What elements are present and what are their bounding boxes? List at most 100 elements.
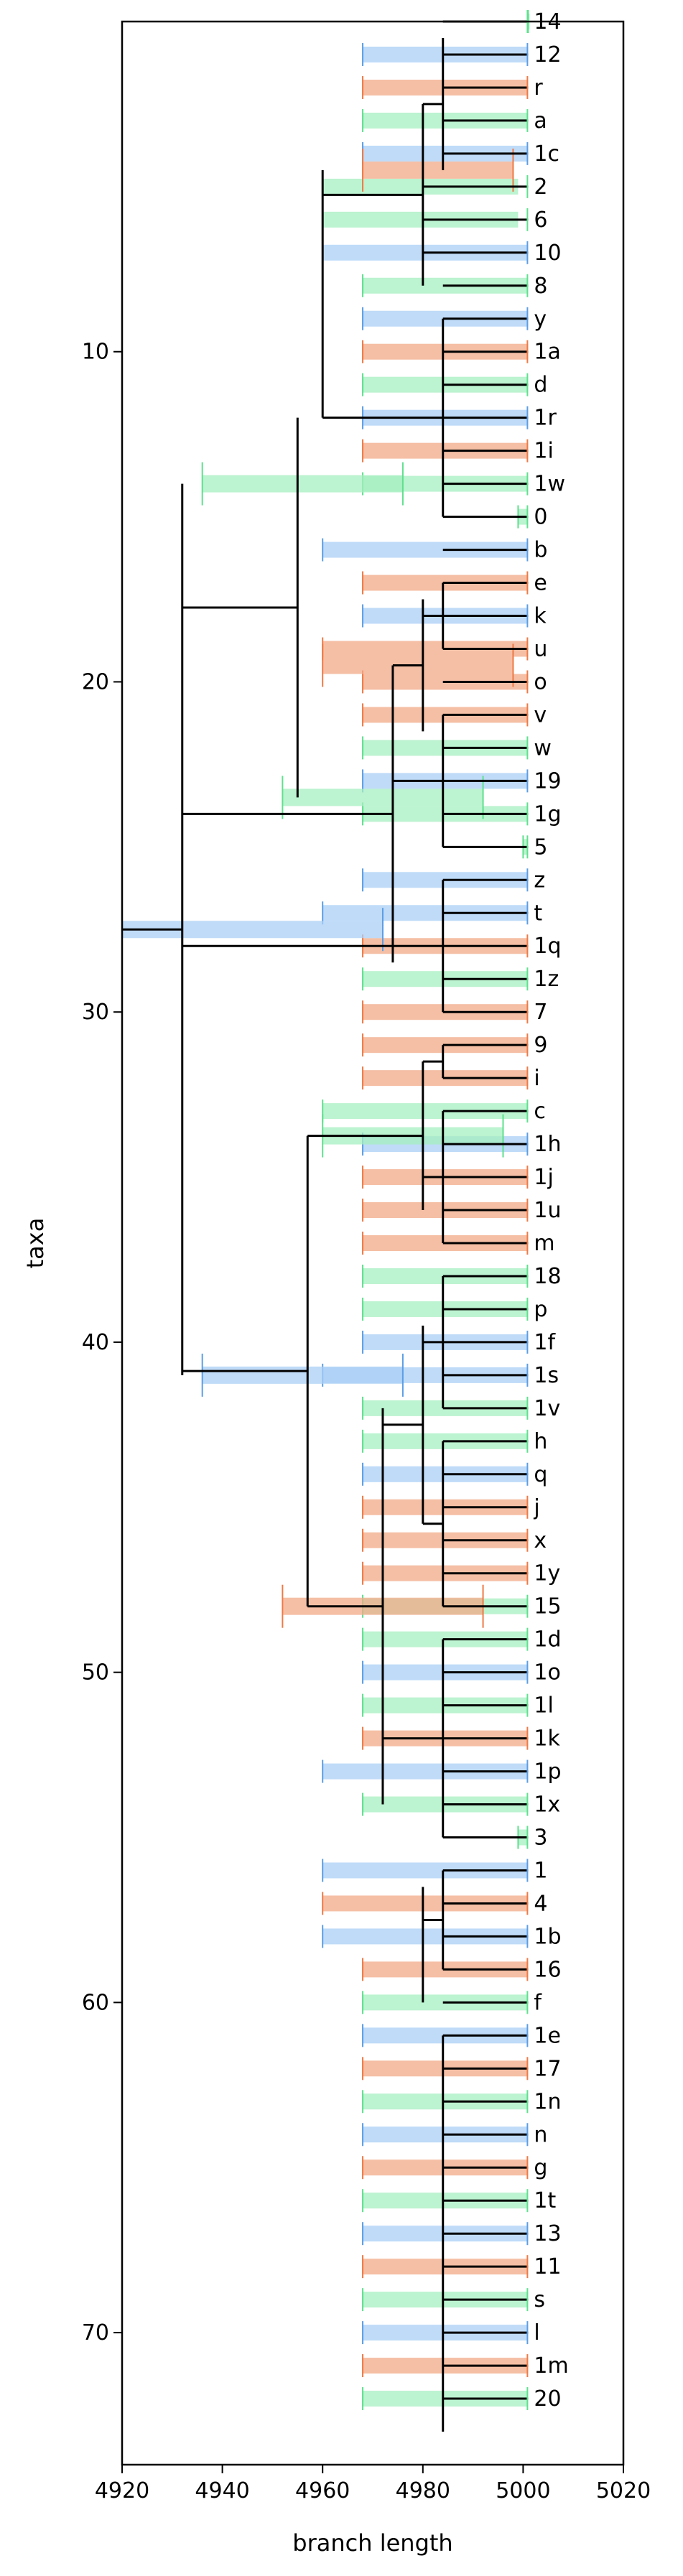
taxon-label: 16 [534,1957,561,1982]
taxon-label: 1f [534,1330,556,1355]
taxon-label: 5 [534,834,547,860]
taxon-label: g [534,2155,547,2180]
taxon-label: r [534,75,543,101]
taxon-label: 1r [534,406,557,431]
tree-branches-layer [122,20,529,2432]
taxon-label: 1t [534,2188,556,2213]
x-tick-label: 4920 [95,2478,149,2503]
taxon-label: s [534,2287,545,2312]
taxon-label: 1o [534,1660,560,1685]
taxon-label: 1a [534,340,560,365]
taxon-label: 8 [534,274,547,299]
taxon-label: x [534,1528,547,1553]
taxon-label: d [534,373,547,398]
taxon-label: 10 [534,241,561,266]
taxon-label: 7 [534,1000,547,1025]
tip-error-bar [322,1862,529,1879]
taxon-label: 0 [534,505,547,530]
taxon-label: 11 [534,2254,561,2279]
x-tick-label: 4940 [195,2478,249,2503]
taxon-label: 1e [534,2023,561,2048]
taxon-label: 17 [534,2056,561,2081]
taxon-label: 13 [534,2221,561,2246]
taxon-label: 1w [534,472,565,497]
taxon-label: w [534,735,552,761]
taxon-label: 19 [534,768,561,794]
node-error-bar [202,1366,403,1384]
taxon-label: u [534,636,547,661]
taxon-label: y [534,307,547,332]
taxon-label: 1s [534,1363,559,1388]
taxon-label: 1u [534,1198,561,1223]
taxon-label: i [534,1066,539,1091]
y-tick-label: 30 [82,1000,109,1025]
taxon-label: q [534,1462,547,1487]
x-tick-label: 4980 [396,2478,450,2503]
taxon-label: 1y [534,1561,560,1586]
taxon-label: t [534,901,542,926]
taxon-label: v [534,702,547,727]
taxon-label: 1d [534,1627,561,1652]
x-tick-label: 4960 [295,2478,350,2503]
taxon-label: h [534,1429,547,1454]
taxon-label: 1j [534,1165,553,1190]
taxon-label: b [534,538,547,563]
tip-error-bar [322,1928,529,1945]
taxon-label: 1x [534,1792,560,1818]
taxa-labels: 1412ra1c26108y1ad1r1i1w0bekuovw191g5zt1q… [533,9,568,2412]
x-tick-label: 5000 [496,2478,550,2503]
taxon-label: 1p [534,1759,561,1785]
taxon-label: 1m [534,2353,568,2379]
y-tick-label: 70 [82,2320,109,2345]
taxon-label: 1n [534,2089,561,2114]
taxon-label: p [534,1297,547,1322]
y-tick-label: 20 [82,669,109,694]
y-tick-label: 50 [82,1660,109,1685]
y-tick-label: 60 [82,1990,109,2015]
tip-error-bar [322,1763,529,1780]
y-axis-label: taxa [22,1218,49,1269]
taxon-label: 1 [534,1858,547,1883]
taxon-label: c [534,1099,546,1124]
tip-error-bar [322,211,519,228]
taxon-label: 1h [534,1132,561,1157]
taxon-label: 1b [534,1924,561,1949]
taxon-label: 18 [534,1264,561,1289]
taxon-label: n [534,2122,547,2147]
x-axis: 4920 4940 4960 4980 5000 5020 [95,2465,651,2503]
taxon-label: k [534,604,547,629]
x-tick-label: 5020 [596,2478,651,2503]
x-axis-label: branch length [292,2529,452,2557]
taxon-label: 6 [534,208,547,233]
taxon-label: 1l [534,1693,553,1719]
taxon-label: o [534,669,547,694]
taxon-label: 3 [534,1826,547,1851]
plot-frame [121,20,625,2466]
y-axis: 10 20 30 40 50 60 70 [82,340,122,2345]
taxon-label: 1k [534,1726,560,1752]
tip-error-bar [322,641,529,657]
tip-error-bar [322,1895,529,1912]
node-error-bar [202,475,403,493]
taxon-label: 15 [534,1594,561,1619]
taxon-label: z [534,868,545,893]
node-error-bar [363,161,514,179]
taxon-label: 14 [534,9,561,34]
tip-error-bar [322,905,529,921]
taxon-label: 1g [534,801,561,827]
taxon-label: 4 [534,1891,547,1916]
taxon-label: f [534,1990,542,2015]
taxon-label: 1c [534,141,559,167]
taxon-label: 1v [534,1396,560,1421]
taxon-label: m [534,1231,554,1256]
taxon-label: 2 [534,175,547,200]
tip-error-bar [322,1103,529,1120]
taxon-label: 20 [534,2386,561,2412]
taxon-label: e [534,571,547,596]
taxon-label: 1q [534,934,561,959]
taxon-label: j [533,1495,539,1520]
taxon-label: 1i [534,439,553,464]
taxon-label: 9 [534,1033,547,1058]
tip-error-bar [322,178,519,195]
